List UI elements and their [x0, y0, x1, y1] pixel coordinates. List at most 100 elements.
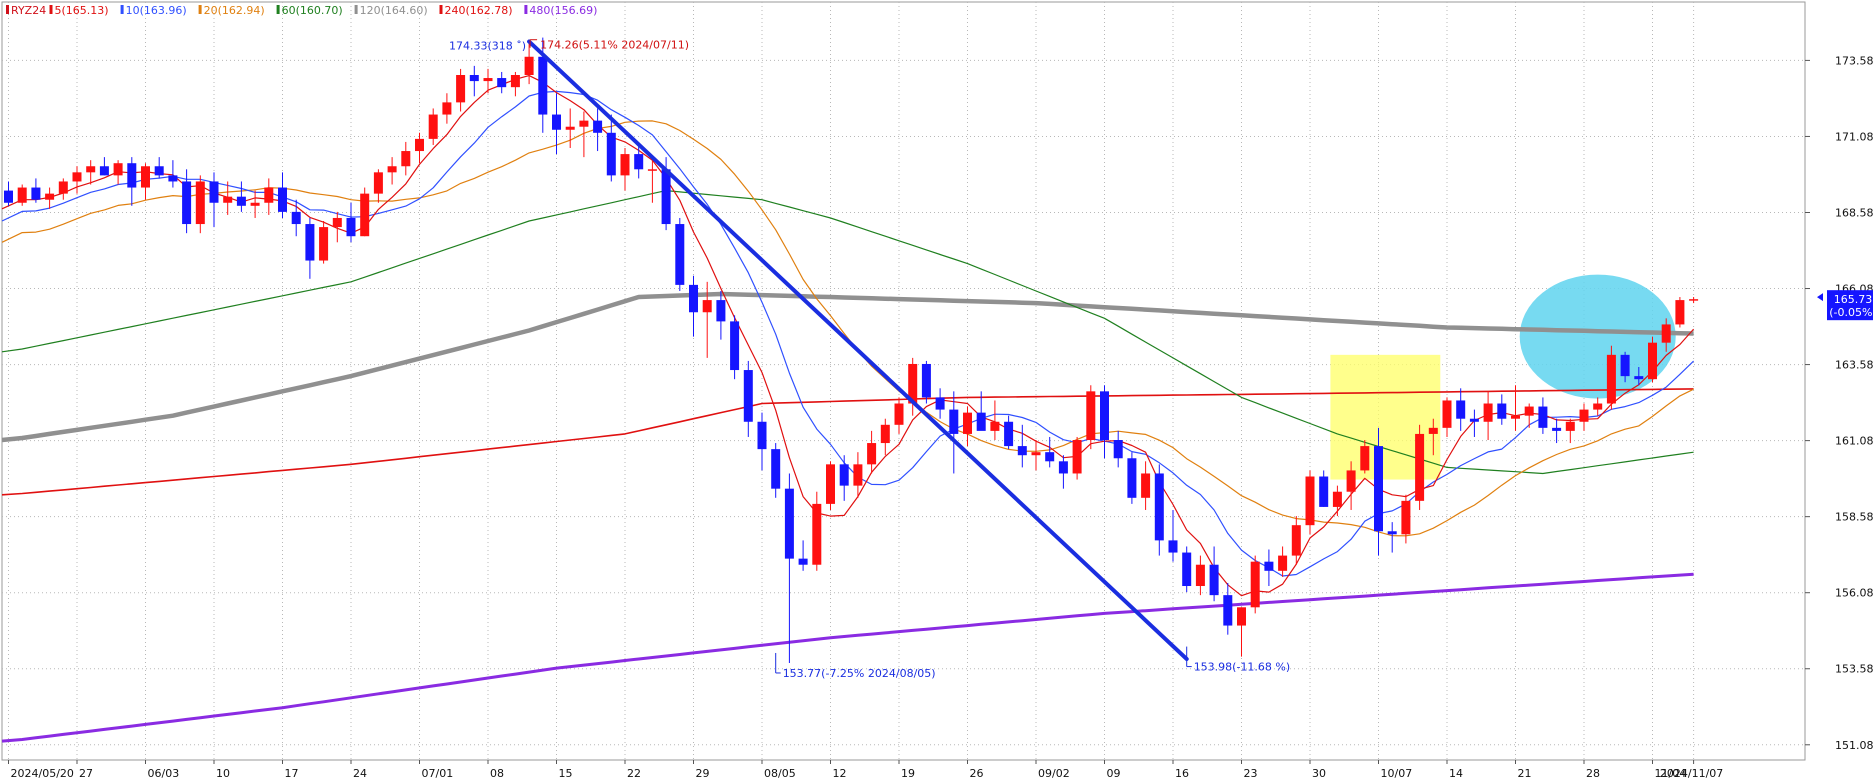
- candle-down: [1182, 552, 1192, 587]
- candle-down: [716, 300, 726, 322]
- legend-entry: RYZ24: [11, 4, 46, 17]
- candle-down: [1223, 595, 1233, 626]
- candle-down: [1319, 476, 1329, 507]
- candle-down: [661, 169, 671, 225]
- candle-up: [17, 187, 27, 203]
- candle-up: [579, 120, 589, 127]
- x-tick-label: 15: [559, 767, 573, 780]
- candle-up: [264, 187, 274, 203]
- candle-down: [1538, 406, 1548, 428]
- candle-up: [1305, 476, 1315, 526]
- x-tick-label: 09/02: [1038, 767, 1070, 780]
- legend-swatch: [120, 5, 124, 14]
- legend-entry: 480(156.69): [529, 4, 597, 17]
- candle-up: [1661, 324, 1671, 343]
- x-tick-label: 10: [216, 767, 230, 780]
- candle-up: [963, 412, 972, 434]
- candle-down: [675, 224, 685, 285]
- candle-down: [593, 120, 603, 133]
- candle-up: [524, 56, 534, 76]
- x-tick-label: 08: [490, 767, 504, 780]
- candle-up: [113, 163, 123, 176]
- candle-down: [31, 187, 41, 200]
- candle-up: [812, 503, 822, 565]
- x-tick-label: 14: [1449, 767, 1463, 780]
- y-tick-label: 163.58: [1835, 359, 1873, 372]
- candle-down: [278, 187, 287, 212]
- candle-down: [1045, 452, 1055, 462]
- candle-down: [689, 284, 698, 313]
- legend-swatch: [198, 5, 202, 14]
- candle-up: [510, 75, 520, 88]
- x-tick-label: 22: [627, 767, 641, 780]
- candle-up: [1428, 427, 1438, 434]
- candle-up: [387, 166, 397, 173]
- candle-down: [1387, 531, 1397, 535]
- x-tick-label: 2024/05/20: [11, 767, 74, 780]
- candle-down: [949, 409, 959, 434]
- x-tick-label: 21: [1518, 767, 1532, 780]
- candle-up: [1278, 555, 1288, 571]
- x-tick-label: 10/07: [1381, 767, 1413, 780]
- candle-down: [127, 163, 137, 188]
- ma-480-line: [1, 572, 1694, 743]
- candle-up: [1606, 354, 1616, 404]
- candle-up: [1346, 470, 1356, 492]
- x-tick-label: 06/03: [148, 767, 180, 780]
- candle-down: [291, 211, 301, 225]
- candle-down: [497, 78, 507, 88]
- legend-entry: 5(165.13): [55, 4, 109, 17]
- x-tick-label: 24: [353, 767, 367, 780]
- annotation-low-2: 153.98(-11.68 %): [1194, 661, 1290, 674]
- candle-up: [1442, 400, 1452, 428]
- candle-down: [1168, 540, 1178, 553]
- annotation-low: 153.77(-7.25% 2024/08/05): [783, 667, 936, 680]
- candle-down: [1017, 446, 1027, 456]
- x-tick-label: 23: [1244, 767, 1258, 780]
- candle-down: [1634, 376, 1644, 380]
- candle-up: [647, 169, 657, 171]
- candle-down: [1209, 564, 1219, 596]
- legend-swatch: [49, 5, 53, 14]
- candle-up: [1031, 452, 1041, 456]
- plot-frame: [1, 1, 1806, 761]
- candle-up: [1332, 491, 1342, 507]
- candle-down: [935, 397, 945, 410]
- candle-down: [1469, 418, 1479, 422]
- candle-down: [743, 370, 753, 422]
- candle-down: [4, 190, 13, 203]
- candle-down: [552, 114, 561, 130]
- candle-down: [1456, 400, 1466, 419]
- candle-up: [223, 196, 233, 203]
- candle-up: [1360, 446, 1370, 471]
- candle-up: [1675, 300, 1685, 325]
- y-tick-label: 156.08: [1835, 587, 1873, 600]
- candle-down: [976, 412, 986, 431]
- candle-up: [332, 217, 342, 228]
- x-tick-label: 2024/11/07: [1660, 767, 1723, 780]
- candle-up: [1648, 342, 1657, 380]
- candle-up: [867, 443, 877, 465]
- candle-up: [250, 202, 260, 206]
- candle-up: [908, 363, 918, 404]
- candle-down: [730, 321, 740, 371]
- candle-down: [634, 154, 644, 170]
- candle-up: [415, 138, 424, 152]
- candle-up: [456, 75, 466, 103]
- y-tick-label: 158.58: [1835, 511, 1873, 524]
- candle-down: [538, 56, 548, 115]
- candle-up: [894, 403, 904, 425]
- candle-up: [1565, 421, 1575, 431]
- candle-up: [990, 421, 1000, 431]
- candle-up: [1401, 500, 1411, 535]
- x-tick-label: 29: [696, 767, 710, 780]
- candle-up: [442, 102, 452, 115]
- candle-up: [1483, 403, 1493, 422]
- legend-swatch: [6, 5, 9, 14]
- candle-up: [853, 464, 863, 486]
- candle-up: [1689, 299, 1699, 301]
- candle-up: [880, 424, 890, 444]
- candle-up: [1291, 525, 1301, 556]
